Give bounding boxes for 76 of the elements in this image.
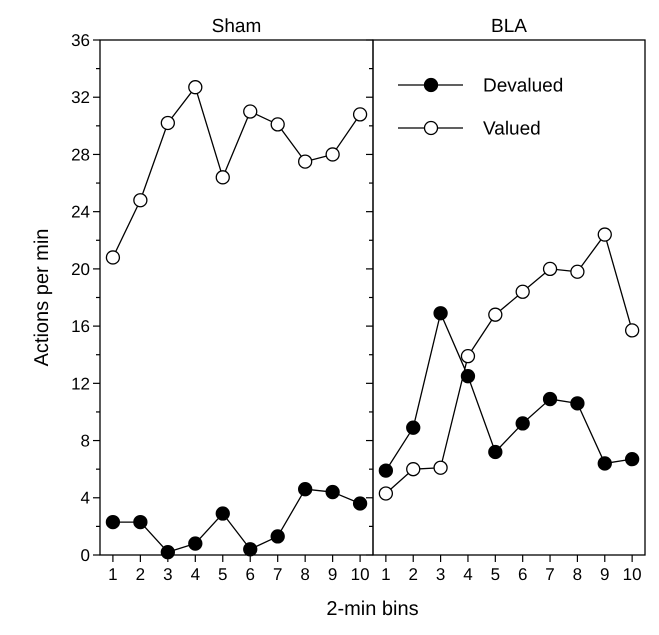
point	[433, 306, 448, 320]
x-tick-label: 4	[190, 565, 200, 584]
point	[352, 496, 368, 511]
x-tick-label: 6	[518, 565, 528, 584]
x-tick-label: 3	[163, 565, 173, 584]
x-tick-label: 6	[246, 565, 255, 584]
y-axis-title: Actions per min	[31, 228, 53, 366]
point	[106, 514, 120, 530]
y-tick-label: 32	[71, 88, 90, 108]
point	[433, 460, 448, 475]
y-tick-label: 20	[71, 260, 90, 279]
x-tick-label: 9	[328, 565, 338, 584]
point	[460, 369, 476, 384]
point	[570, 396, 585, 411]
x-axis-title: 2-min bins	[326, 598, 419, 620]
point	[598, 227, 612, 242]
point	[624, 323, 640, 338]
point	[270, 117, 285, 132]
y-tick-label: 16	[71, 317, 90, 336]
point	[106, 250, 120, 265]
point	[352, 107, 368, 122]
y-tick-label: 8	[80, 432, 90, 451]
point	[378, 463, 394, 478]
point	[325, 147, 340, 162]
point	[270, 529, 285, 544]
legend-label: Devalued	[483, 76, 564, 97]
point	[133, 514, 148, 530]
point	[460, 349, 476, 364]
x-tick-label: 9	[600, 565, 610, 584]
y-tick-label: 4	[80, 488, 90, 508]
point	[160, 116, 175, 130]
x-tick-label: 10	[622, 565, 642, 584]
y-tick-label: 12	[71, 374, 90, 394]
point	[188, 536, 202, 551]
x-tick-label: 7	[545, 565, 555, 584]
point	[298, 482, 312, 496]
point	[216, 170, 230, 184]
y-tick-label: 28	[71, 145, 90, 164]
point	[542, 262, 558, 276]
point	[160, 544, 175, 560]
x-tick-label: 7	[272, 565, 282, 584]
point	[516, 416, 530, 431]
point	[406, 420, 420, 435]
x-tick-label: 5	[218, 565, 228, 584]
point	[488, 308, 502, 322]
x-tick-label: 2	[408, 565, 418, 584]
point	[188, 80, 202, 94]
y-tick-label: 0	[80, 546, 90, 565]
point	[325, 484, 340, 500]
chart-title: Sham	[212, 16, 262, 37]
y-tick-label: 36	[71, 30, 90, 50]
chart-title: BLA	[491, 16, 528, 37]
x-tick-label: 5	[490, 565, 500, 584]
x-tick-label: 3	[436, 565, 446, 584]
point	[516, 284, 530, 299]
point	[243, 104, 258, 119]
x-tick-label: 1	[381, 565, 391, 584]
point	[570, 264, 585, 279]
point	[298, 154, 312, 169]
point	[133, 193, 148, 208]
point	[216, 506, 230, 521]
y-tick-label: 24	[71, 202, 90, 222]
x-tick-label: 8	[300, 565, 310, 584]
point	[243, 542, 258, 556]
x-tick-label: 2	[136, 565, 146, 584]
point	[406, 462, 420, 476]
x-tick-label: 8	[572, 565, 582, 584]
point	[598, 456, 612, 471]
point	[542, 392, 558, 406]
x-tick-label: 4	[463, 565, 473, 584]
point	[624, 452, 640, 466]
x-tick-label: 1	[108, 565, 118, 584]
legend-label: Valued	[483, 118, 541, 140]
point	[488, 444, 502, 460]
x-tick-label: 10	[350, 565, 370, 584]
point	[378, 486, 394, 501]
